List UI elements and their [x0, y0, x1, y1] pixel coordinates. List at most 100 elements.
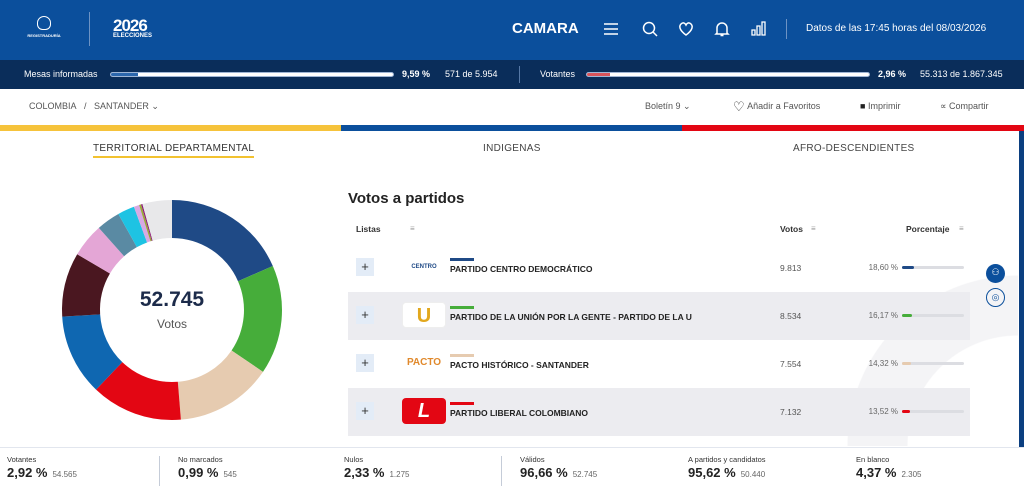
registraduria-logo[interactable]: REGISTRADURÍA	[22, 16, 66, 44]
expand-button[interactable]: +	[356, 258, 374, 276]
expand-button[interactable]: +	[356, 306, 374, 324]
logo-text: REGISTRADURÍA	[27, 33, 61, 38]
donut-segment[interactable]	[177, 350, 263, 420]
breadcrumb-department[interactable]: SANTANDER ⌄	[94, 101, 159, 112]
logo-text: ELECCIONES	[113, 33, 153, 39]
summary-no-marcados: No marcados 0,99 % 545	[178, 455, 237, 480]
share-label: Compartir	[948, 101, 989, 111]
donut-segment[interactable]	[231, 266, 282, 372]
votantes-label: Votantes	[540, 69, 576, 79]
print-label: Imprimir	[867, 101, 901, 111]
department-label: SANTANDER	[94, 101, 149, 111]
party-votes: 9.813	[780, 263, 802, 273]
heart-icon: ♡	[733, 99, 745, 114]
candidates-icon[interactable]: ⚇	[986, 264, 1005, 283]
donut-segment[interactable]	[139, 204, 152, 242]
donut-segment[interactable]	[98, 213, 137, 257]
party-name: PACTO HISTÓRICO - SANTANDER	[450, 360, 589, 370]
party-name: PARTIDO CENTRO DEMOCRÁTICO	[450, 264, 593, 274]
party-logo: CENTRO	[402, 254, 446, 280]
party-name: PARTIDO DE LA UNIÓN POR LA GENTE - PARTI…	[450, 312, 692, 322]
summary-pct: 95,62 %	[688, 465, 736, 480]
party-percentage-bar	[902, 266, 964, 269]
data-timestamp: Datos de las 17:45 horas del 08/03/2026	[806, 23, 987, 34]
expand-button[interactable]: +	[356, 402, 374, 420]
donut-segment[interactable]	[118, 206, 148, 248]
boletin-dropdown[interactable]: Boletín 9 ⌄	[645, 101, 691, 112]
party-color-swatch	[450, 354, 474, 357]
tab-indigenas[interactable]: INDIGENAS	[483, 143, 541, 154]
side-scroll-rail	[1019, 131, 1024, 447]
sort-icon[interactable]: ≡	[811, 224, 816, 233]
chart-icon[interactable]	[749, 20, 767, 38]
party-name: PARTIDO LIBERAL COLOMBIANO	[450, 408, 589, 418]
donut-segment[interactable]	[141, 204, 153, 241]
sort-icon[interactable]: ≡	[959, 224, 964, 233]
progress-bar-strip: Mesas informadas 9,59 % 571 de 5.954 Vot…	[0, 60, 1024, 89]
party-votes: 7.132	[780, 407, 802, 417]
summary-count: 545	[223, 470, 237, 479]
menu-icon[interactable]	[602, 20, 620, 38]
location-pin-icon[interactable]: ◎	[986, 288, 1005, 307]
summary-pct: 2,33 %	[344, 465, 385, 480]
party-percentage-fill	[902, 362, 911, 365]
summary-pct: 4,37 %	[856, 465, 897, 480]
party-percentage-bar	[902, 314, 964, 317]
logo-year: 2026	[113, 16, 148, 35]
donut-segment[interactable]	[96, 362, 181, 420]
summary-count: 50.440	[740, 470, 766, 479]
bell-icon[interactable]	[713, 20, 731, 38]
divider	[501, 456, 502, 486]
expand-button[interactable]: +	[356, 354, 374, 372]
tab-afro[interactable]: AFRO-DESCENDIENTES	[793, 143, 915, 154]
breadcrumb-country[interactable]: COLOMBIA	[29, 101, 77, 111]
summary-label: En blanco	[856, 455, 890, 464]
summary-validos: Válidos 96,66 % 52.745	[520, 455, 597, 480]
mesas-count: 571 de 5.954	[445, 69, 498, 79]
party-percentage: 18,60 %	[868, 263, 898, 272]
header-porcentaje: Porcentaje	[906, 224, 950, 234]
summary-votantes: Votantes 2,92 % 54.565	[7, 455, 77, 480]
party-color-swatch	[450, 306, 474, 309]
header-listas: Listas	[356, 224, 381, 234]
flag-stripe-blue	[341, 125, 682, 131]
party-percentage-fill	[902, 266, 914, 269]
party-color-swatch	[450, 258, 474, 261]
add-favorites-button[interactable]: ♡ Añadir a Favoritos	[733, 99, 820, 115]
elecciones-logo[interactable]: 2026 ELECCIONES	[113, 16, 153, 39]
summary-label: Nulos	[344, 455, 364, 464]
party-percentage-fill	[902, 410, 911, 413]
share-button[interactable]: ∝ Compartir	[940, 101, 988, 112]
summary-label: Válidos	[520, 455, 545, 464]
party-row: + L PARTIDO LIBERAL COLOMBIANO 7.132 13,…	[348, 388, 970, 436]
search-icon[interactable]	[641, 20, 659, 38]
party-votes: 8.534	[780, 311, 802, 321]
donut-segment[interactable]	[62, 314, 123, 390]
print-button[interactable]: ■ Imprimir	[860, 101, 900, 111]
breadcrumb-separator: /	[84, 101, 87, 111]
party-percentage-bar	[902, 362, 964, 365]
donut-segment[interactable]	[77, 227, 125, 274]
heart-icon[interactable]	[677, 20, 695, 38]
divider	[89, 12, 90, 46]
summary-nulos: Nulos 2,33 % 1.275	[344, 455, 410, 480]
party-row: + U PARTIDO DE LA UNIÓN POR LA GENTE - P…	[348, 292, 970, 340]
party-percentage: 14,32 %	[868, 359, 898, 368]
donut-segment[interactable]	[133, 205, 151, 243]
votantes-count: 55.313 de 1.867.345	[920, 69, 1003, 79]
summary-count: 2.305	[901, 470, 922, 479]
mesas-label: Mesas informadas	[24, 69, 98, 79]
donut-segment[interactable]	[142, 200, 172, 241]
donut-segment[interactable]	[172, 200, 273, 282]
tab-territorial[interactable]: TERRITORIAL DEPARTAMENTAL	[93, 143, 255, 158]
summary-count: 54.565	[52, 470, 77, 479]
summary-label: Votantes	[7, 455, 37, 464]
summary-count: 1.275	[389, 470, 410, 479]
sort-icon[interactable]: ≡	[410, 224, 415, 233]
share-icon: ∝	[940, 101, 947, 111]
chevron-down-icon: ⌄	[683, 101, 691, 111]
party-row: + CENTRO PARTIDO CENTRO DEMOCRÁTICO 9.81…	[348, 244, 970, 292]
summary-pct: 96,66 %	[520, 465, 568, 480]
donut-total: 52.745	[139, 288, 205, 311]
donut-segment[interactable]	[62, 254, 110, 317]
